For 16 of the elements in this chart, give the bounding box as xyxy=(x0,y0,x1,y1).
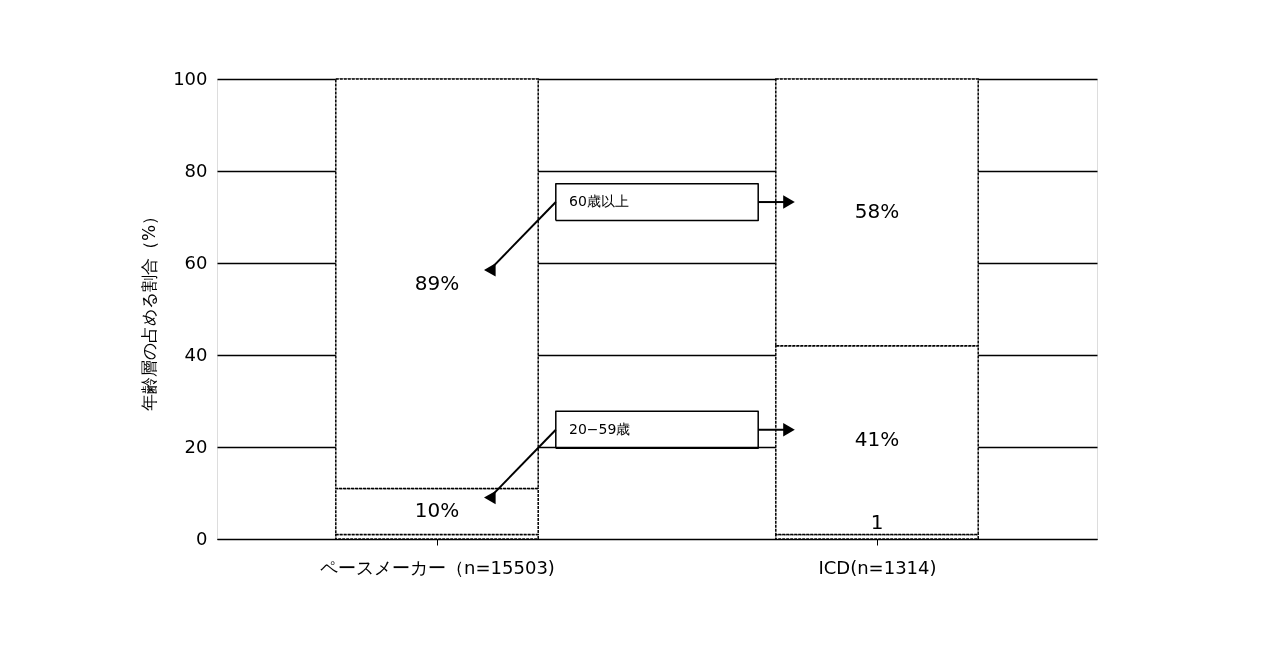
data-label: 41% xyxy=(854,427,900,452)
y-tick-label: 0 xyxy=(196,527,208,549)
x-tick-label: ペースメーカー（n=15503) xyxy=(320,556,555,578)
text: 60歳以上 xyxy=(569,193,629,210)
data-label: 89% xyxy=(414,270,460,295)
y-tick-label: 100 xyxy=(173,67,208,89)
y-tick-label: 40 xyxy=(184,343,208,365)
y-axis-title: 年齢層の占める割合（%） xyxy=(139,207,160,412)
data-label: 58% xyxy=(854,199,900,224)
x-tick-label: ICD(n=1314) xyxy=(818,556,937,578)
text: 20−59歳 xyxy=(569,420,631,437)
y-tick-label: 80 xyxy=(184,159,208,181)
data-label: 10% xyxy=(414,498,460,523)
data-label: 1 xyxy=(870,509,884,534)
y-tick-label: 60 xyxy=(184,251,208,273)
y-tick-label: 20 xyxy=(184,435,208,457)
